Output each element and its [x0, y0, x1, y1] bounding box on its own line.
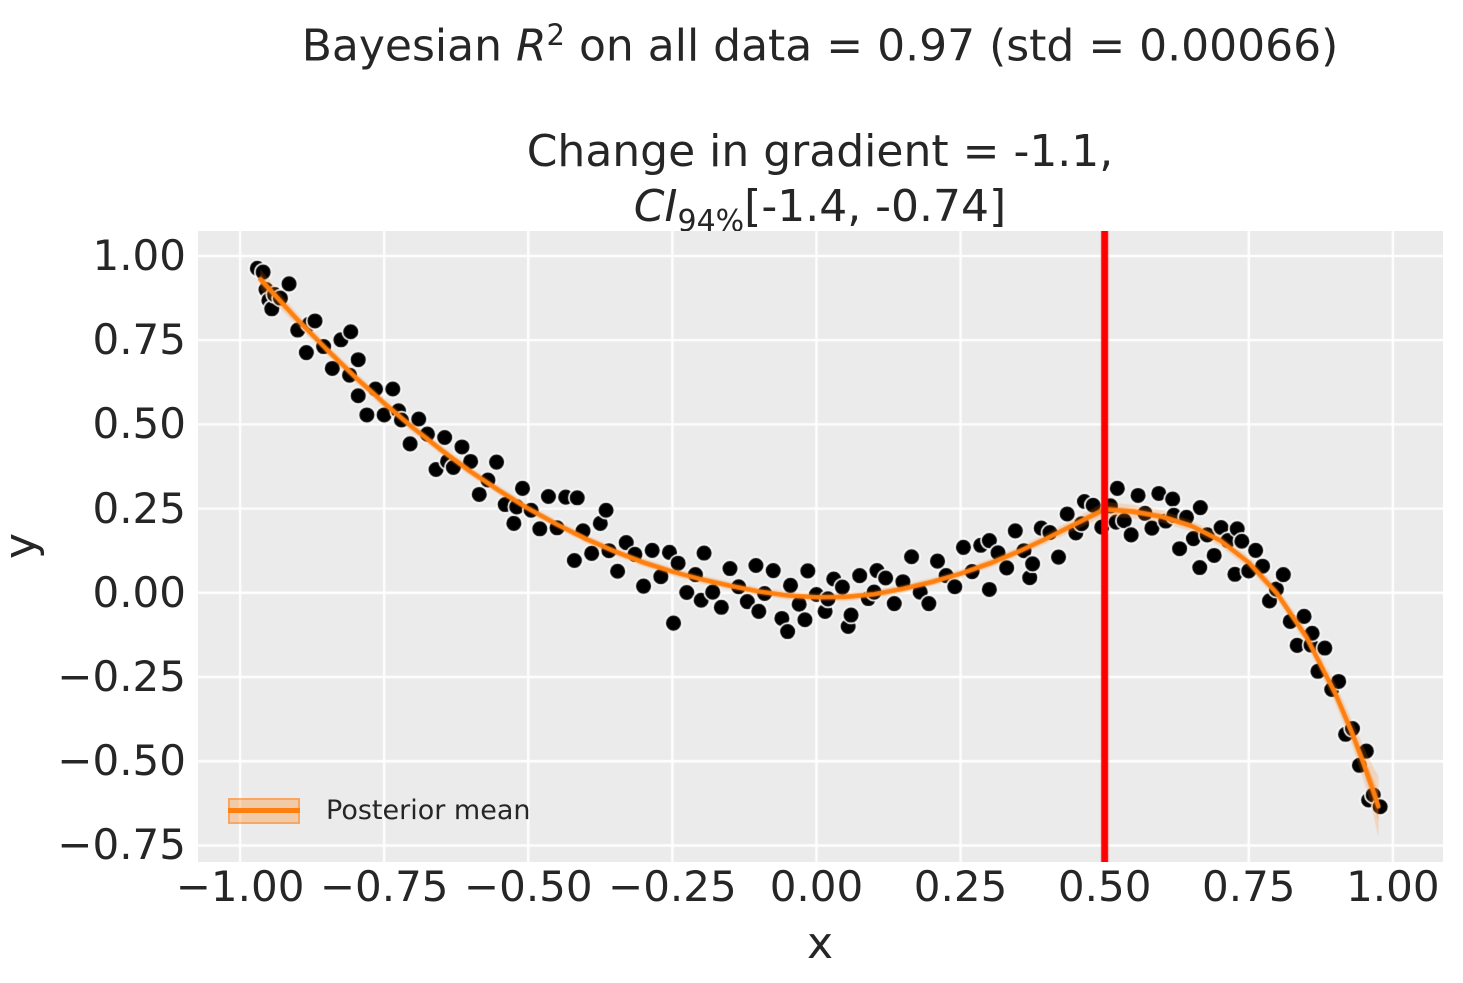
y-tick-label: −0.25 — [57, 652, 186, 702]
y-tick-label: 0.25 — [92, 483, 186, 533]
math-variable-R: R — [515, 20, 547, 72]
figure-title: Bayesian R2 on all data = 0.97 (std = 0.… — [301, 18, 1339, 72]
y-axis-label: y — [0, 532, 47, 560]
y-tick-label: −0.50 — [57, 736, 186, 786]
axes-title: Change in gradient = -1.1, CI94%[-1.4, -… — [527, 124, 1114, 241]
axes-title-line1: Change in gradient = -1.1, — [526, 126, 1114, 177]
y-tick-label: 0.00 — [92, 567, 186, 617]
chart-canvas — [198, 231, 1443, 862]
x-tick-label: 0.75 — [1201, 862, 1296, 911]
posterior-mean-line-icon — [228, 808, 300, 813]
ci-variable: CI — [633, 181, 678, 233]
x-tick-label: 0.25 — [913, 862, 1008, 911]
axes-title-line2: CI94%[-1.4, -0.74] — [527, 179, 1114, 241]
legend-label: Posterior mean — [326, 795, 531, 826]
x-tick-label: −0.75 — [319, 862, 449, 911]
math-exponent: 2 — [546, 18, 565, 52]
x-tick-label: 0.50 — [1057, 862, 1152, 911]
legend: Posterior mean — [228, 797, 530, 824]
x-tick-label: 1.00 — [1346, 862, 1440, 911]
x-tick-label: −0.25 — [608, 862, 737, 911]
x-tick-label: 0.00 — [769, 862, 864, 911]
x-tick-label: −1.00 — [175, 862, 305, 911]
y-tick-label: 1.00 — [92, 230, 186, 280]
x-axis-label: x — [806, 918, 834, 969]
y-tick-label: 0.50 — [92, 399, 186, 449]
ci-interval: [-1.4, -0.74] — [744, 181, 1007, 233]
plot-area: Posterior mean — [198, 231, 1443, 862]
y-tick-label: 0.75 — [92, 315, 186, 365]
figure-title-suffix: on all data = 0.97 (std = 0.00066) — [564, 20, 1339, 72]
x-tick-label: −0.50 — [463, 862, 593, 911]
figure-title-prefix: Bayesian — [301, 20, 516, 72]
posterior-mean-band-swatch — [228, 797, 300, 824]
y-tick-label: −0.75 — [57, 820, 186, 870]
